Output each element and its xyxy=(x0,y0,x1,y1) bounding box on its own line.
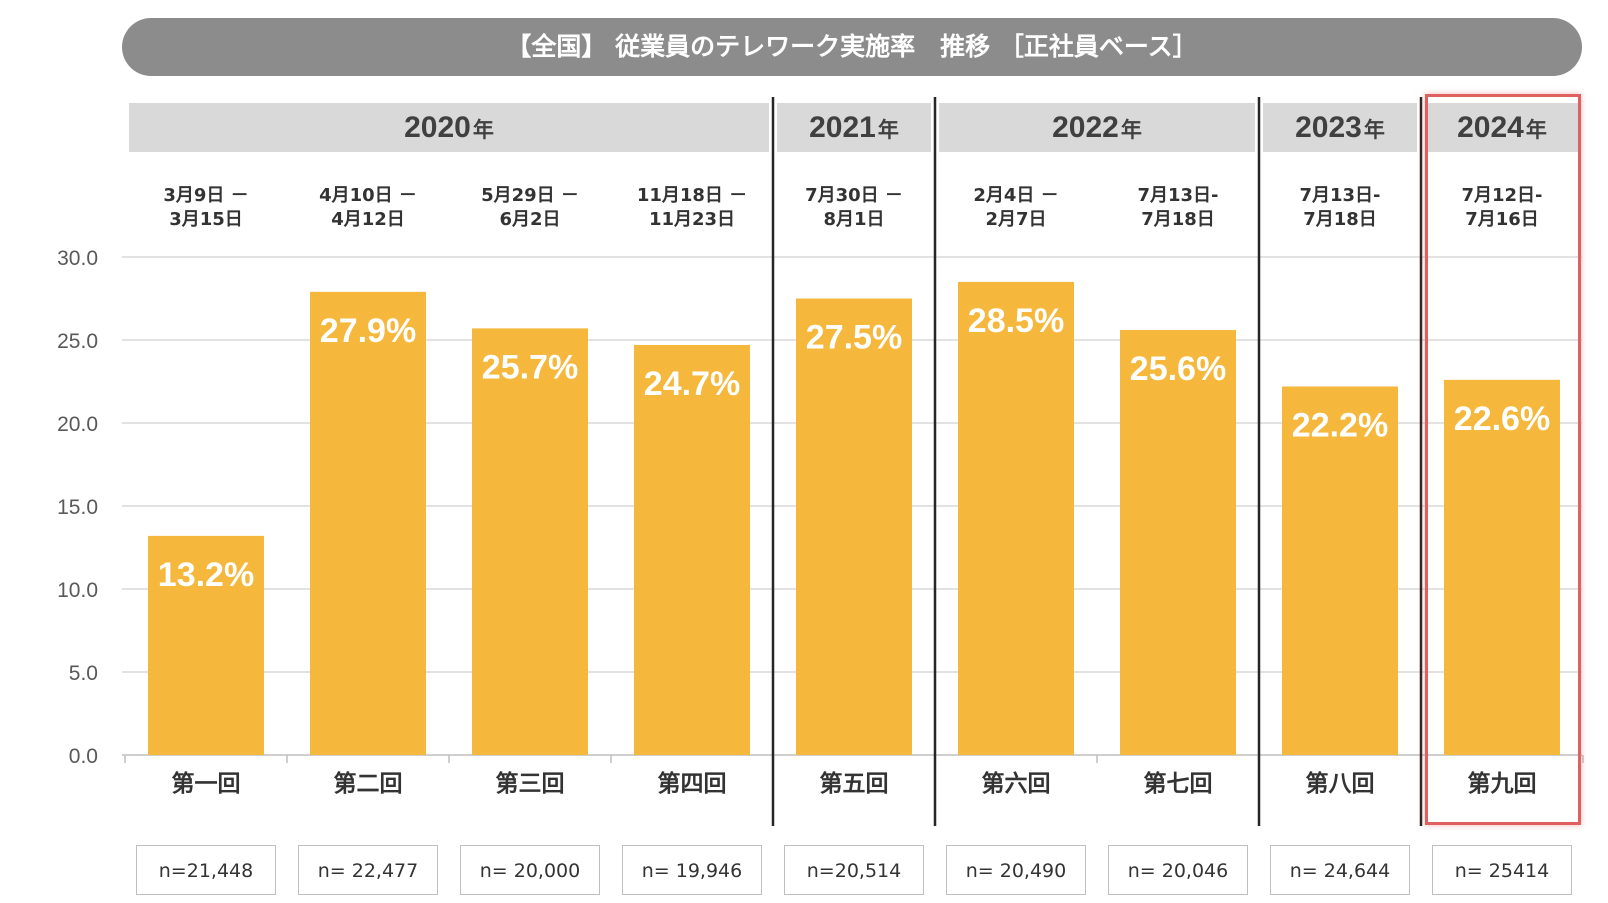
year-unit: 年 xyxy=(1120,119,1142,142)
round-label: 第四回 xyxy=(657,771,727,797)
period-label: 2月4日 － 2月7日 xyxy=(973,185,1059,230)
chart-title: 【全国】 従業員のテレワーク実施率 推移 ［正社員ベース］ xyxy=(122,18,1582,76)
sample-size-box: n= 19,946 xyxy=(622,845,762,895)
round-label: 第二回 xyxy=(333,771,403,797)
period-label: 7月12日- 7月16日 xyxy=(1461,185,1543,230)
bar-value-label: 25.7% xyxy=(482,348,578,386)
period-label: 7月13日- 7月18日 xyxy=(1299,185,1381,230)
bar-6 xyxy=(958,281,1074,755)
round-label: 第一回 xyxy=(171,771,241,797)
year-number: 2024 xyxy=(1457,111,1524,144)
bar-1 xyxy=(148,535,264,755)
y-tick-label: 30.0 xyxy=(57,247,98,270)
bar-3 xyxy=(472,328,588,755)
period-label: 5月29日 － 6月2日 xyxy=(481,185,579,230)
year-header-2023: 2023年 xyxy=(1263,103,1417,152)
sample-size-box: n= 22,477 xyxy=(298,845,438,895)
year-unit: 年 xyxy=(1525,119,1547,142)
bar-value-label: 25.6% xyxy=(1130,350,1226,388)
sample-size-box: n= 25414 xyxy=(1432,845,1572,895)
period-label: 3月9日 － 3月15日 xyxy=(163,185,249,230)
year-number: 2021 xyxy=(809,111,876,144)
bar-value-label: 22.2% xyxy=(1292,406,1388,444)
year-header-2021: 2021年 xyxy=(777,103,931,152)
bar-2 xyxy=(310,291,426,755)
y-tick-label: 25.0 xyxy=(57,330,98,353)
y-tick-label: 5.0 xyxy=(69,662,98,685)
bar-value-label: 27.9% xyxy=(320,312,416,350)
bars xyxy=(148,281,1560,755)
period-label: 7月13日- 7月18日 xyxy=(1137,185,1219,230)
year-number: 2023 xyxy=(1295,111,1362,144)
sample-size-box: n=20,514 xyxy=(784,845,924,895)
bar-value-labels: 13.2% 27.9% 25.7% 24.7% 27.5% 28.5% 25.6% 22.2%… xyxy=(158,302,1550,594)
bar-8 xyxy=(1282,386,1398,755)
sample-size-box: n= 20,000 xyxy=(460,845,600,895)
round-label: 第七回 xyxy=(1143,771,1213,797)
year-number: 2020 xyxy=(404,111,471,144)
bar-9 xyxy=(1444,379,1560,755)
sample-size-box: n= 20,046 xyxy=(1108,845,1248,895)
year-unit: 年 xyxy=(1363,119,1385,142)
bar-7 xyxy=(1120,330,1236,755)
year-unit: 年 xyxy=(877,119,899,142)
bar-value-label: 28.5% xyxy=(968,302,1064,340)
y-tick-label: 10.0 xyxy=(57,579,98,602)
year-separators xyxy=(771,97,1423,826)
round-label: 第八回 xyxy=(1305,771,1375,797)
round-label: 第九回 xyxy=(1467,771,1537,797)
year-header-2022: 2022年 xyxy=(939,103,1255,152)
y-tick-label: 15.0 xyxy=(57,496,98,519)
period-label: 11月18日 － 11月23日 xyxy=(636,185,748,230)
round-label: 第六回 xyxy=(981,771,1051,797)
bar-value-label: 13.2% xyxy=(158,556,254,594)
y-tick-label: 0.0 xyxy=(69,745,98,768)
y-tick-label: 20.0 xyxy=(57,413,98,436)
bar-value-label: 27.5% xyxy=(806,319,902,357)
sample-size-box: n= 24,644 xyxy=(1270,845,1410,895)
bar-value-label: 22.6% xyxy=(1454,400,1550,438)
round-label: 第三回 xyxy=(495,771,565,797)
sample-size-box: n= 20,490 xyxy=(946,845,1086,895)
round-label: 第五回 xyxy=(819,771,889,797)
y-axis-ticks: 0.0 5.0 10.0 15.0 20.0 25.0 30.0 xyxy=(57,247,98,768)
period-label: 7月30日 － 8月1日 xyxy=(805,185,903,230)
bar-5 xyxy=(796,298,912,755)
year-header-2024: 2024年 xyxy=(1425,103,1579,152)
year-number: 2022 xyxy=(1052,111,1119,144)
period-label: 4月10日 － 4月12日 xyxy=(319,185,417,230)
year-header-2020: 2020年 xyxy=(129,103,769,152)
sample-size-box: n=21,448 xyxy=(136,845,276,895)
year-unit: 年 xyxy=(472,119,494,142)
bar-4 xyxy=(634,344,750,755)
bar-value-label: 24.7% xyxy=(644,365,740,403)
